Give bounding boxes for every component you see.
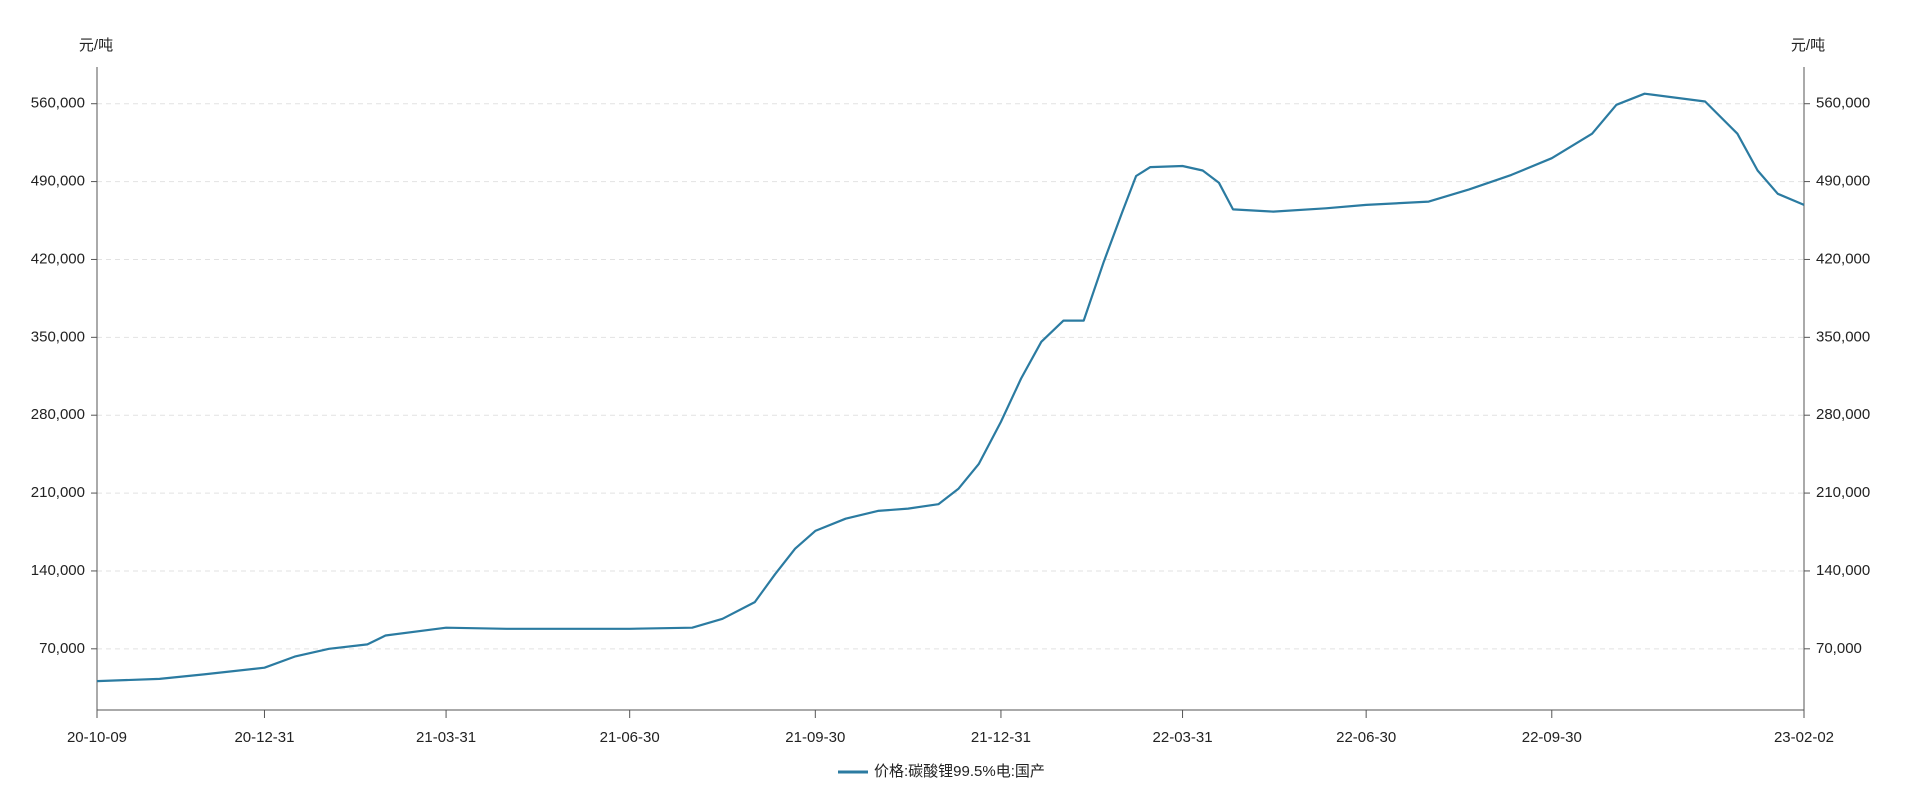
x-tick-label: 22-09-30 (1522, 729, 1582, 746)
y-tick-label: 490,000 (31, 173, 85, 190)
y-tick-label: 140,000 (31, 562, 85, 579)
y2-tick-label: 140,000 (1816, 562, 1870, 579)
y-tick-label: 350,000 (31, 328, 85, 345)
y-tick-label: 280,000 (31, 406, 85, 423)
x-tick-label: 20-10-09 (67, 729, 127, 746)
x-tick-label: 23-02-02 (1774, 729, 1834, 746)
x-tick-label: 21-03-31 (416, 729, 476, 746)
legend-label: 价格:碳酸锂99.5%电:国产 (874, 763, 1045, 780)
y2-tick-label: 70,000 (1816, 640, 1862, 657)
y2-tick-label: 280,000 (1816, 406, 1870, 423)
x-tick-label: 21-09-30 (785, 729, 845, 746)
y2-tick-label: 350,000 (1816, 328, 1870, 345)
y-tick-label: 70,000 (39, 640, 85, 657)
y-axis-unit: 元/吨 (79, 37, 113, 54)
y2-tick-label: 490,000 (1816, 173, 1870, 190)
y2-tick-label: 210,000 (1816, 484, 1870, 501)
x-tick-label: 22-06-30 (1336, 729, 1396, 746)
x-tick-label: 21-12-31 (971, 729, 1031, 746)
y2-tick-label: 560,000 (1816, 95, 1870, 112)
y-tick-label: 210,000 (31, 484, 85, 501)
y-tick-label: 560,000 (31, 95, 85, 112)
y2-axis-unit: 元/吨 (1791, 37, 1825, 54)
x-tick-label: 21-06-30 (600, 729, 660, 746)
y-tick-label: 420,000 (31, 250, 85, 267)
y2-tick-label: 420,000 (1816, 250, 1870, 267)
x-tick-label: 20-12-31 (234, 729, 294, 746)
series-line (96, 92, 1805, 683)
x-tick-label: 22-03-31 (1153, 729, 1213, 746)
